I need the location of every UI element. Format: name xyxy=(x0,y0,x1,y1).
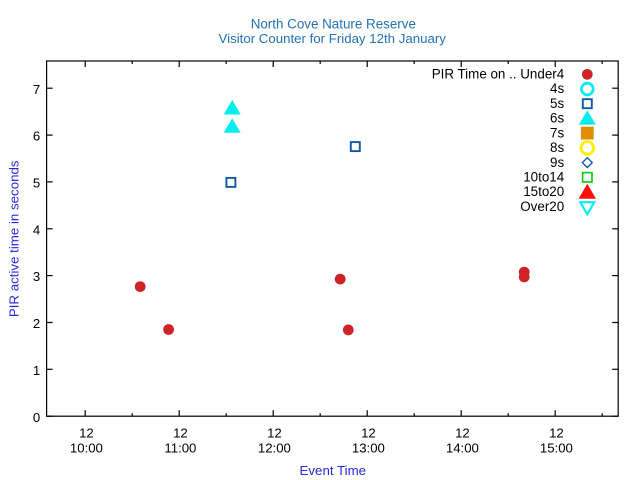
svg-text:7: 7 xyxy=(33,82,40,97)
svg-text:12:00: 12:00 xyxy=(258,440,291,455)
svg-text:12: 12 xyxy=(173,426,188,441)
svg-text:13:00: 13:00 xyxy=(352,440,385,455)
svg-text:2: 2 xyxy=(33,316,40,331)
svg-text:0: 0 xyxy=(33,410,40,425)
svg-text:9s: 9s xyxy=(550,155,564,170)
svg-text:10:00: 10:00 xyxy=(70,440,103,455)
svg-text:1: 1 xyxy=(33,363,40,378)
svg-text:PIR active time in seconds: PIR active time in seconds xyxy=(6,160,21,317)
svg-text:12: 12 xyxy=(79,426,94,441)
svg-text:14:00: 14:00 xyxy=(446,440,479,455)
svg-text:Over20: Over20 xyxy=(520,199,564,214)
svg-text:5: 5 xyxy=(33,176,40,191)
svg-text:7s: 7s xyxy=(550,125,564,140)
svg-text:8s: 8s xyxy=(550,140,564,155)
svg-text:Event Time: Event Time xyxy=(300,463,367,478)
svg-text:4s: 4s xyxy=(550,81,564,96)
svg-text:12: 12 xyxy=(267,426,282,441)
svg-text:12: 12 xyxy=(455,426,470,441)
svg-text:North Cove Nature Reserve: North Cove Nature Reserve xyxy=(251,16,416,31)
svg-text:Visitor Counter for Friday 12t: Visitor Counter for Friday 12th January xyxy=(219,31,447,46)
svg-text:PIR Time on .. Under4: PIR Time on .. Under4 xyxy=(432,67,565,82)
svg-text:12: 12 xyxy=(549,426,564,441)
svg-text:4: 4 xyxy=(33,222,40,237)
svg-text:11:00: 11:00 xyxy=(164,440,196,455)
svg-text:6: 6 xyxy=(33,129,40,144)
svg-text:6s: 6s xyxy=(550,111,564,126)
svg-text:15to20: 15to20 xyxy=(523,184,564,199)
svg-text:12: 12 xyxy=(361,426,376,441)
svg-text:5s: 5s xyxy=(550,96,564,111)
svg-text:10to14: 10to14 xyxy=(523,170,565,185)
svg-text:15:00: 15:00 xyxy=(540,440,573,455)
svg-text:3: 3 xyxy=(33,269,40,284)
